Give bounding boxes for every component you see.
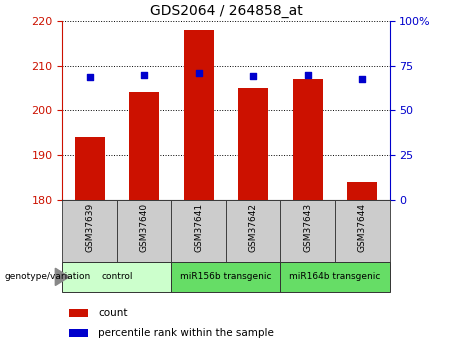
Bar	[226, 200, 280, 262]
Bar	[62, 262, 171, 292]
Text: GSM37643: GSM37643	[303, 203, 312, 252]
Bar	[69, 329, 89, 337]
Point	[249, 73, 257, 79]
Bar	[75, 137, 105, 200]
Text: GSM37642: GSM37642	[248, 203, 258, 252]
Point	[359, 76, 366, 82]
Bar	[335, 200, 390, 262]
Bar	[129, 92, 159, 200]
Bar	[183, 30, 213, 200]
Bar	[62, 200, 117, 262]
Point	[86, 75, 93, 80]
Bar	[69, 309, 89, 317]
Bar	[171, 200, 226, 262]
Text: GSM37641: GSM37641	[194, 203, 203, 252]
Text: percentile rank within the sample: percentile rank within the sample	[98, 328, 274, 338]
Text: GSM37640: GSM37640	[140, 203, 148, 252]
Text: GSM37644: GSM37644	[358, 203, 367, 252]
Text: GSM37639: GSM37639	[85, 203, 94, 253]
Bar	[280, 200, 335, 262]
Bar	[171, 262, 280, 292]
Bar	[347, 182, 377, 200]
Bar	[293, 79, 323, 200]
Point	[140, 73, 148, 78]
Text: control: control	[101, 272, 132, 282]
Text: count: count	[98, 308, 128, 318]
Bar	[238, 88, 268, 200]
Title: GDS2064 / 264858_at: GDS2064 / 264858_at	[149, 4, 302, 18]
Point	[304, 73, 311, 78]
Text: miR156b transgenic: miR156b transgenic	[180, 272, 272, 282]
Bar	[280, 262, 390, 292]
Point	[195, 70, 202, 76]
Text: genotype/variation: genotype/variation	[5, 272, 91, 282]
Bar	[117, 200, 171, 262]
Text: miR164b transgenic: miR164b transgenic	[290, 272, 381, 282]
